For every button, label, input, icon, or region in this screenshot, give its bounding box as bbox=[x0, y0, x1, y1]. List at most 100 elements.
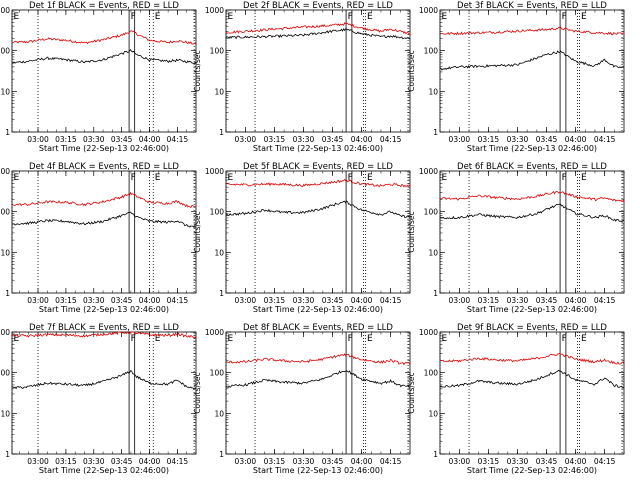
flare-marker-label: F bbox=[131, 12, 136, 22]
x-axis-label: Start Time (22-Sep-13 02:46:00) bbox=[253, 466, 383, 475]
events-series-line bbox=[11, 211, 197, 228]
y-tick-label: 1 bbox=[5, 450, 10, 459]
y-tick-label: 1 bbox=[433, 289, 438, 298]
y-tick-label: 100 bbox=[0, 208, 10, 217]
panel-title: Det 3f BLACK = Events, RED = LLD bbox=[457, 1, 607, 11]
x-axis-label: Start Time (22-Sep-13 02:46:00) bbox=[467, 144, 597, 153]
y-tick-label: 1 bbox=[5, 289, 10, 298]
y-axis-label: Counts/sec bbox=[193, 50, 202, 91]
y-tick-label: 100 bbox=[210, 208, 225, 217]
x-tick-label: 03:15 bbox=[264, 296, 286, 305]
y-tick-label: 1000 bbox=[205, 6, 224, 15]
events-series-line bbox=[439, 369, 625, 389]
end-marker-label: E bbox=[155, 334, 161, 344]
x-tick-label: 04:15 bbox=[380, 457, 402, 466]
x-axis-label: Start Time (22-Sep-13 02:46:00) bbox=[467, 466, 597, 475]
end-marker-label: E bbox=[228, 173, 234, 183]
x-tick-label: 03:00 bbox=[449, 457, 471, 466]
x-tick-label: 04:00 bbox=[565, 296, 587, 305]
x-tick-label: 04:00 bbox=[351, 296, 373, 305]
y-tick-label: 10 bbox=[428, 409, 438, 418]
x-axis-label: Start Time (22-Sep-13 02:46:00) bbox=[39, 305, 169, 314]
end-marker-label: E bbox=[442, 173, 448, 183]
panel-det-2: Det 2f BLACK = Events, RED = LLD 1 10 100 10… bbox=[193, 1, 411, 153]
lld-series-line bbox=[225, 178, 411, 188]
end-marker-label: E bbox=[442, 12, 448, 22]
x-tick-label: 04:15 bbox=[167, 135, 189, 144]
x-tick-label: 03:30 bbox=[83, 135, 105, 144]
x-tick-label: 03:45 bbox=[536, 296, 558, 305]
lld-series-line bbox=[439, 352, 625, 365]
end-marker-label: E bbox=[367, 334, 373, 344]
y-tick-label: 1 bbox=[219, 450, 224, 459]
y-tick-label: 1000 bbox=[205, 328, 224, 337]
x-tick-label: 03:30 bbox=[507, 296, 529, 305]
events-series-line bbox=[439, 50, 625, 71]
y-axis-label: Counts/sec bbox=[193, 372, 202, 413]
y-tick-label: 100 bbox=[424, 47, 439, 56]
x-tick-label: 03:45 bbox=[322, 296, 344, 305]
x-tick-label: 03:00 bbox=[27, 135, 49, 144]
y-tick-label: 1000 bbox=[419, 6, 438, 15]
x-tick-label: 04:00 bbox=[565, 135, 587, 144]
y-tick-label: 10 bbox=[0, 87, 10, 96]
end-marker-label: E bbox=[581, 173, 587, 183]
panel-det-6: Det 6f BLACK = Events, RED = LLD 1 10 100 10… bbox=[407, 162, 625, 314]
events-series-line bbox=[225, 28, 411, 40]
x-tick-label: 03:30 bbox=[293, 457, 315, 466]
end-marker-label: E bbox=[367, 12, 373, 22]
x-tick-label: 03:15 bbox=[55, 296, 77, 305]
y-tick-label: 1000 bbox=[0, 328, 10, 337]
events-series-line bbox=[11, 49, 197, 65]
y-tick-label: 100 bbox=[210, 47, 225, 56]
y-tick-label: 10 bbox=[0, 248, 10, 257]
panel-title: Det 6f BLACK = Events, RED = LLD bbox=[457, 162, 607, 172]
y-tick-label: 100 bbox=[424, 208, 439, 217]
end-marker-label: E bbox=[581, 12, 587, 22]
panel-title: Det 1f BLACK = Events, RED = LLD bbox=[29, 1, 179, 11]
x-tick-label: 04:15 bbox=[380, 135, 402, 144]
x-tick-label: 03:00 bbox=[27, 296, 49, 305]
x-axis-label: Start Time (22-Sep-13 02:46:00) bbox=[39, 466, 169, 475]
flare-marker-label: F bbox=[131, 334, 136, 344]
lld-series-line bbox=[225, 22, 411, 36]
x-tick-label: 04:15 bbox=[380, 296, 402, 305]
panel-det-3: Det 3f BLACK = Events, RED = LLD 1 10 100 10… bbox=[407, 1, 625, 153]
x-tick-label: 03:00 bbox=[27, 457, 49, 466]
flare-marker-label: F bbox=[131, 173, 136, 183]
x-tick-label: 04:00 bbox=[565, 457, 587, 466]
x-tick-label: 04:00 bbox=[139, 135, 161, 144]
panel-title: Det 7f BLACK = Events, RED = LLD bbox=[29, 323, 179, 333]
panel-title: Det 4f BLACK = Events, RED = LLD bbox=[29, 162, 179, 172]
y-axis-label: Counts/sec bbox=[407, 211, 416, 252]
y-tick-label: 10 bbox=[428, 87, 438, 96]
y-tick-label: 10 bbox=[0, 409, 10, 418]
panel-det-4: Det 4f BLACK = Events, RED = LLD 1 10 100 10… bbox=[0, 162, 197, 314]
x-tick-label: 03:30 bbox=[507, 457, 529, 466]
x-tick-label: 04:15 bbox=[594, 296, 616, 305]
x-tick-label: 04:15 bbox=[594, 135, 616, 144]
y-tick-label: 1 bbox=[5, 128, 10, 137]
x-tick-label: 03:15 bbox=[478, 296, 500, 305]
y-tick-label: 1000 bbox=[419, 328, 438, 337]
x-tick-label: 03:15 bbox=[478, 457, 500, 466]
x-tick-label: 04:00 bbox=[139, 457, 161, 466]
lld-series-line bbox=[225, 353, 411, 366]
end-marker-label: E bbox=[155, 12, 161, 22]
x-tick-label: 03:45 bbox=[536, 457, 558, 466]
y-tick-label: 1 bbox=[219, 289, 224, 298]
panel-title: Det 9f BLACK = Events, RED = LLD bbox=[457, 323, 607, 333]
panel-det-5: Det 5f BLACK = Events, RED = LLD 1 10 100 10… bbox=[193, 162, 411, 314]
end-marker-label: E bbox=[14, 173, 20, 183]
y-tick-label: 1 bbox=[219, 128, 224, 137]
x-tick-label: 03:00 bbox=[235, 135, 257, 144]
x-axis-label: Start Time (22-Sep-13 02:46:00) bbox=[467, 305, 597, 314]
end-marker-label: E bbox=[367, 173, 373, 183]
x-axis-label: Start Time (22-Sep-13 02:46:00) bbox=[39, 144, 169, 153]
lld-series-line bbox=[439, 190, 625, 203]
x-tick-label: 03:00 bbox=[449, 296, 471, 305]
panel-title: Det 8f BLACK = Events, RED = LLD bbox=[243, 323, 393, 333]
y-tick-label: 100 bbox=[0, 47, 10, 56]
panel-det-8: Det 8f BLACK = Events, RED = LLD 1 10 100 10… bbox=[193, 323, 411, 475]
